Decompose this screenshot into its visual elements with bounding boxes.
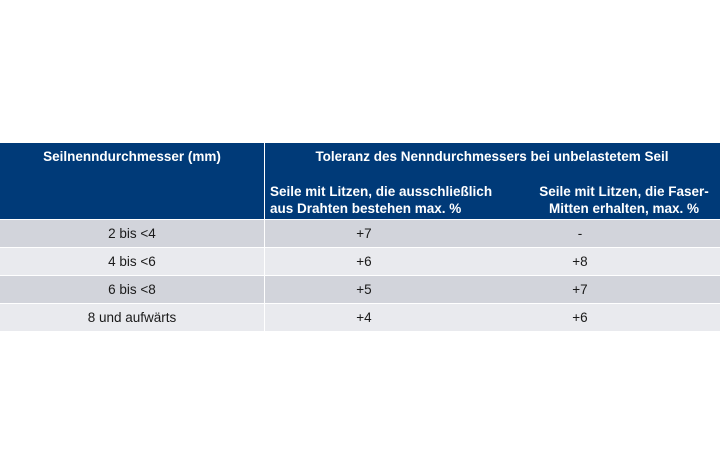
cell-diameter: 4 bis <6 bbox=[108, 254, 156, 269]
header-fiber-core: Seile mit Litzen, die Faser- Mitten erha… bbox=[528, 183, 720, 217]
cell-wire-tolerance: +7 bbox=[356, 226, 372, 241]
cell-diameter: 2 bis <4 bbox=[108, 226, 156, 241]
header-divider bbox=[264, 143, 265, 219]
row-divider bbox=[264, 276, 265, 303]
table-row: 2 bis <4 +7 - bbox=[0, 219, 720, 247]
header-wire-strands-line2: aus Drahten bestehen max. % bbox=[270, 201, 462, 216]
tolerance-table: Seilnenndurchmesser (mm) Toleranz des Ne… bbox=[0, 143, 720, 331]
header-diameter: Seilnenndurchmesser (mm) bbox=[43, 149, 221, 164]
row-divider bbox=[264, 304, 265, 331]
cell-wire-tolerance: +4 bbox=[356, 310, 372, 325]
header-fiber-core-line2: Mitten erhalten, max. % bbox=[548, 201, 700, 216]
table-header: Seilnenndurchmesser (mm) Toleranz des Ne… bbox=[0, 143, 720, 219]
cell-fiber-tolerance: +8 bbox=[572, 254, 588, 269]
cell-fiber-tolerance: +7 bbox=[572, 282, 588, 297]
cell-fiber-tolerance: - bbox=[577, 226, 583, 241]
header-wire-strands-line1: Seile mit Litzen, die ausschließlich bbox=[270, 184, 493, 199]
row-divider bbox=[264, 220, 265, 247]
cell-wire-tolerance: +6 bbox=[356, 254, 372, 269]
table-row: 8 und aufwärts +4 +6 bbox=[0, 303, 720, 331]
header-tolerance-group: Toleranz des Nenndurchmessers bei unbela… bbox=[315, 149, 669, 164]
header-wire-strands: Seile mit Litzen, die ausschließlich aus… bbox=[270, 183, 530, 217]
cell-diameter: 8 und aufwärts bbox=[87, 310, 177, 325]
table-row: 4 bis <6 +6 +8 bbox=[0, 247, 720, 275]
header-fiber-core-line1: Seile mit Litzen, die Faser- bbox=[539, 184, 709, 199]
cell-diameter: 6 bis <8 bbox=[108, 282, 156, 297]
cell-wire-tolerance: +5 bbox=[356, 282, 372, 297]
table-row: 6 bis <8 +5 +7 bbox=[0, 275, 720, 303]
row-divider bbox=[264, 248, 265, 275]
cell-fiber-tolerance: +6 bbox=[572, 310, 588, 325]
